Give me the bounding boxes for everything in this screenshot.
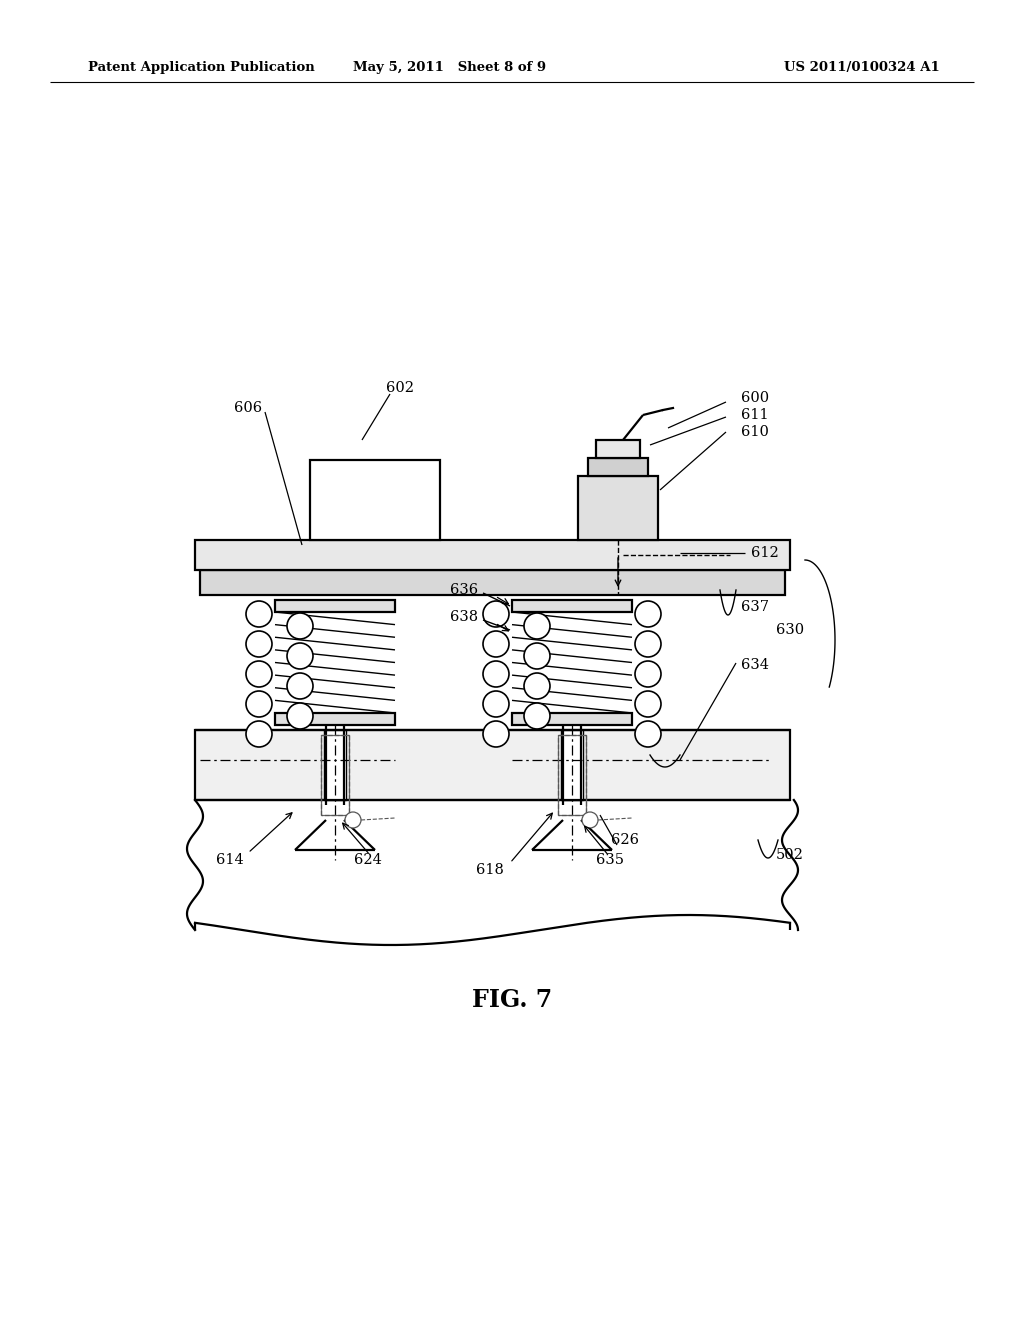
- Bar: [558, 735, 586, 814]
- Bar: [200, 570, 785, 595]
- Bar: [512, 601, 632, 612]
- Circle shape: [483, 601, 509, 627]
- Circle shape: [246, 661, 272, 686]
- Bar: [588, 458, 648, 477]
- Text: 636: 636: [450, 583, 478, 597]
- Text: 638: 638: [450, 610, 478, 624]
- Circle shape: [635, 601, 662, 627]
- Circle shape: [246, 721, 272, 747]
- Bar: [310, 459, 440, 540]
- Circle shape: [635, 661, 662, 686]
- Circle shape: [287, 643, 313, 669]
- Text: 606: 606: [233, 401, 262, 414]
- Bar: [578, 477, 658, 540]
- Circle shape: [524, 612, 550, 639]
- Text: 637: 637: [741, 601, 769, 614]
- Bar: [275, 713, 395, 725]
- Circle shape: [483, 631, 509, 657]
- Text: 602: 602: [386, 381, 414, 395]
- Circle shape: [246, 601, 272, 627]
- Circle shape: [345, 812, 361, 828]
- Bar: [324, 730, 346, 800]
- Circle shape: [483, 690, 509, 717]
- Circle shape: [582, 812, 598, 828]
- Text: 634: 634: [741, 657, 769, 672]
- Bar: [321, 735, 349, 814]
- Bar: [195, 540, 790, 570]
- Text: FIG. 7: FIG. 7: [472, 987, 552, 1012]
- Bar: [512, 713, 632, 725]
- Text: 618: 618: [476, 863, 504, 876]
- Text: 611: 611: [741, 408, 769, 422]
- Bar: [561, 730, 583, 800]
- Circle shape: [287, 704, 313, 729]
- Text: 502: 502: [776, 847, 804, 862]
- Text: Patent Application Publication: Patent Application Publication: [88, 62, 314, 74]
- Text: 612: 612: [752, 546, 779, 560]
- Circle shape: [246, 631, 272, 657]
- Circle shape: [635, 721, 662, 747]
- Circle shape: [524, 673, 550, 700]
- Circle shape: [635, 631, 662, 657]
- Text: 635: 635: [596, 853, 624, 867]
- Circle shape: [524, 643, 550, 669]
- Circle shape: [635, 690, 662, 717]
- Circle shape: [483, 661, 509, 686]
- Text: 610: 610: [741, 425, 769, 440]
- Circle shape: [524, 704, 550, 729]
- Circle shape: [483, 721, 509, 747]
- Text: 630: 630: [776, 623, 804, 638]
- Text: 626: 626: [611, 833, 639, 847]
- Circle shape: [246, 690, 272, 717]
- Circle shape: [287, 612, 313, 639]
- Circle shape: [287, 673, 313, 700]
- Bar: [596, 440, 640, 458]
- Text: 614: 614: [216, 853, 244, 867]
- Text: 624: 624: [354, 853, 382, 867]
- Bar: [275, 601, 395, 612]
- Text: US 2011/0100324 A1: US 2011/0100324 A1: [784, 62, 940, 74]
- Bar: [195, 730, 790, 800]
- Text: May 5, 2011   Sheet 8 of 9: May 5, 2011 Sheet 8 of 9: [353, 62, 547, 74]
- Text: 600: 600: [741, 391, 769, 405]
